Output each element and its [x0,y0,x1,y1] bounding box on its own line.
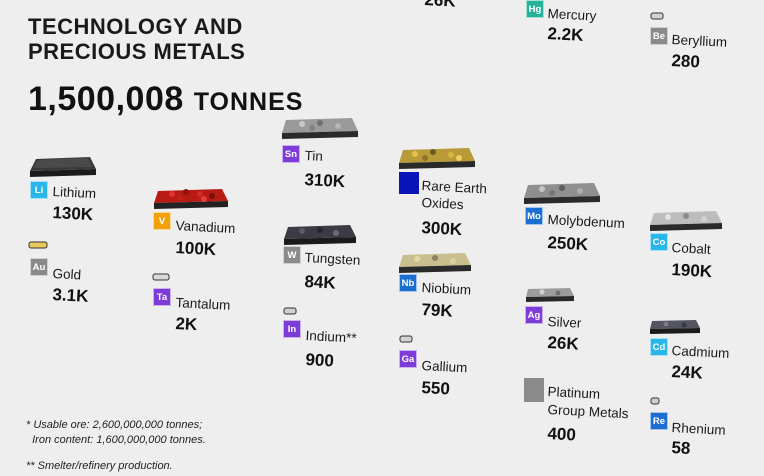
niobium-pile-icon [399,253,471,273]
pgm-badge [524,378,544,402]
molybdenum-value: 250K [547,233,589,255]
tantalum-value: 2K [175,314,198,335]
tin-value: 310K [304,170,346,192]
tantalum-pile-icon [152,273,170,281]
pgm-value: 400 [547,424,577,445]
rare-earth-pile-icon [399,148,475,169]
rhenium-label: Rhenium [671,420,726,438]
niobium-badge: Nb [399,274,417,292]
lithium-pile-icon [30,157,96,177]
tantalum-badge: Ta [153,288,171,306]
total-number: 1,500,008 [28,80,184,118]
rare-earth-value: 300K [421,218,463,240]
tin-pile-icon [282,118,358,139]
lithium-badge: Li [30,181,48,199]
title-line-1: TECHNOLOGY AND [28,14,243,39]
mercury-badge: Hg [526,0,544,18]
footnote-usable-ore: * Usable ore: 2,600,000,000 tonnes; [26,419,203,431]
pgm-label-line-1: Platinum [547,384,601,402]
gallium-label: Gallium [421,358,468,376]
mercury-label: Mercury [547,6,597,24]
rare-earth-label-line-2: Oxides [421,195,464,213]
pgm-label-line-2: Group Metals [547,402,629,422]
gold-pile-icon [28,241,48,249]
cadmium-value: 24K [671,362,704,383]
gallium-value: 550 [421,378,451,399]
tantalum-label: Tantalum [175,295,231,313]
lithium-label: Lithium [52,184,97,202]
beryllium-pile-icon [650,12,664,20]
total-tonnes: 1,500,008 TONNES [28,80,303,121]
beryllium-value: 280 [671,51,701,72]
cadmium-badge: Cd [650,338,668,356]
tungsten-badge: W [283,246,301,264]
silver-badge: Ag [525,306,543,324]
tin-label: Tin [304,148,324,164]
gallium-pile-icon [399,335,413,343]
lithium-value: 130K [52,203,94,225]
title-line-2: PRECIOUS METALS [28,39,246,64]
cobalt-label: Cobalt [671,240,711,258]
tin-badge: Sn [282,145,300,163]
gallium-badge: Ga [399,350,417,368]
beryllium-badge: Be [650,27,668,45]
cobalt-pile-icon [650,211,722,231]
cobalt-value: 190K [671,260,713,282]
cutoff-value: 26K [424,0,457,11]
tungsten-value: 84K [304,272,337,293]
tungsten-pile-icon [284,225,356,245]
total-unit: TONNES [193,88,304,116]
chart-title: TECHNOLOGY AND PRECIOUS METALS [28,14,245,64]
molybdenum-label: Molybdenum [547,212,626,232]
vanadium-pile-icon [154,189,228,209]
vanadium-label: Vanadium [175,218,236,237]
beryllium-label: Beryllium [671,32,728,50]
vanadium-badge: V [153,212,171,230]
indium-badge: In [283,320,301,338]
niobium-label: Niobium [421,280,472,298]
molybdenum-badge: Mo [525,207,543,225]
footnote-smelter: ** Smelter/refinery production. [26,460,173,472]
gold-badge: Au [30,258,48,276]
molybdenum-pile-icon [524,183,600,204]
indium-value: 900 [305,350,335,371]
rare-earth-badge [399,172,419,194]
rhenium-pile-icon [650,397,660,405]
niobium-value: 79K [421,300,454,321]
mercury-value: 2.2K [547,24,584,45]
cadmium-label: Cadmium [671,343,730,362]
cadmium-pile-icon [650,320,700,334]
indium-label: Indium** [305,328,357,346]
gold-label: Gold [52,266,82,283]
silver-value: 26K [547,333,580,354]
tungsten-label: Tungsten [304,250,361,268]
cobalt-badge: Co [650,233,668,251]
rhenium-value: 58 [671,438,691,458]
indium-pile-icon [283,307,297,315]
gold-value: 3.1K [52,285,89,306]
footnote-iron-content: Iron content: 1,600,000,000 tonnes. [26,434,206,446]
silver-pile-icon [526,288,574,302]
vanadium-value: 100K [175,238,217,260]
rhenium-badge: Re [650,412,668,430]
silver-label: Silver [547,314,582,331]
